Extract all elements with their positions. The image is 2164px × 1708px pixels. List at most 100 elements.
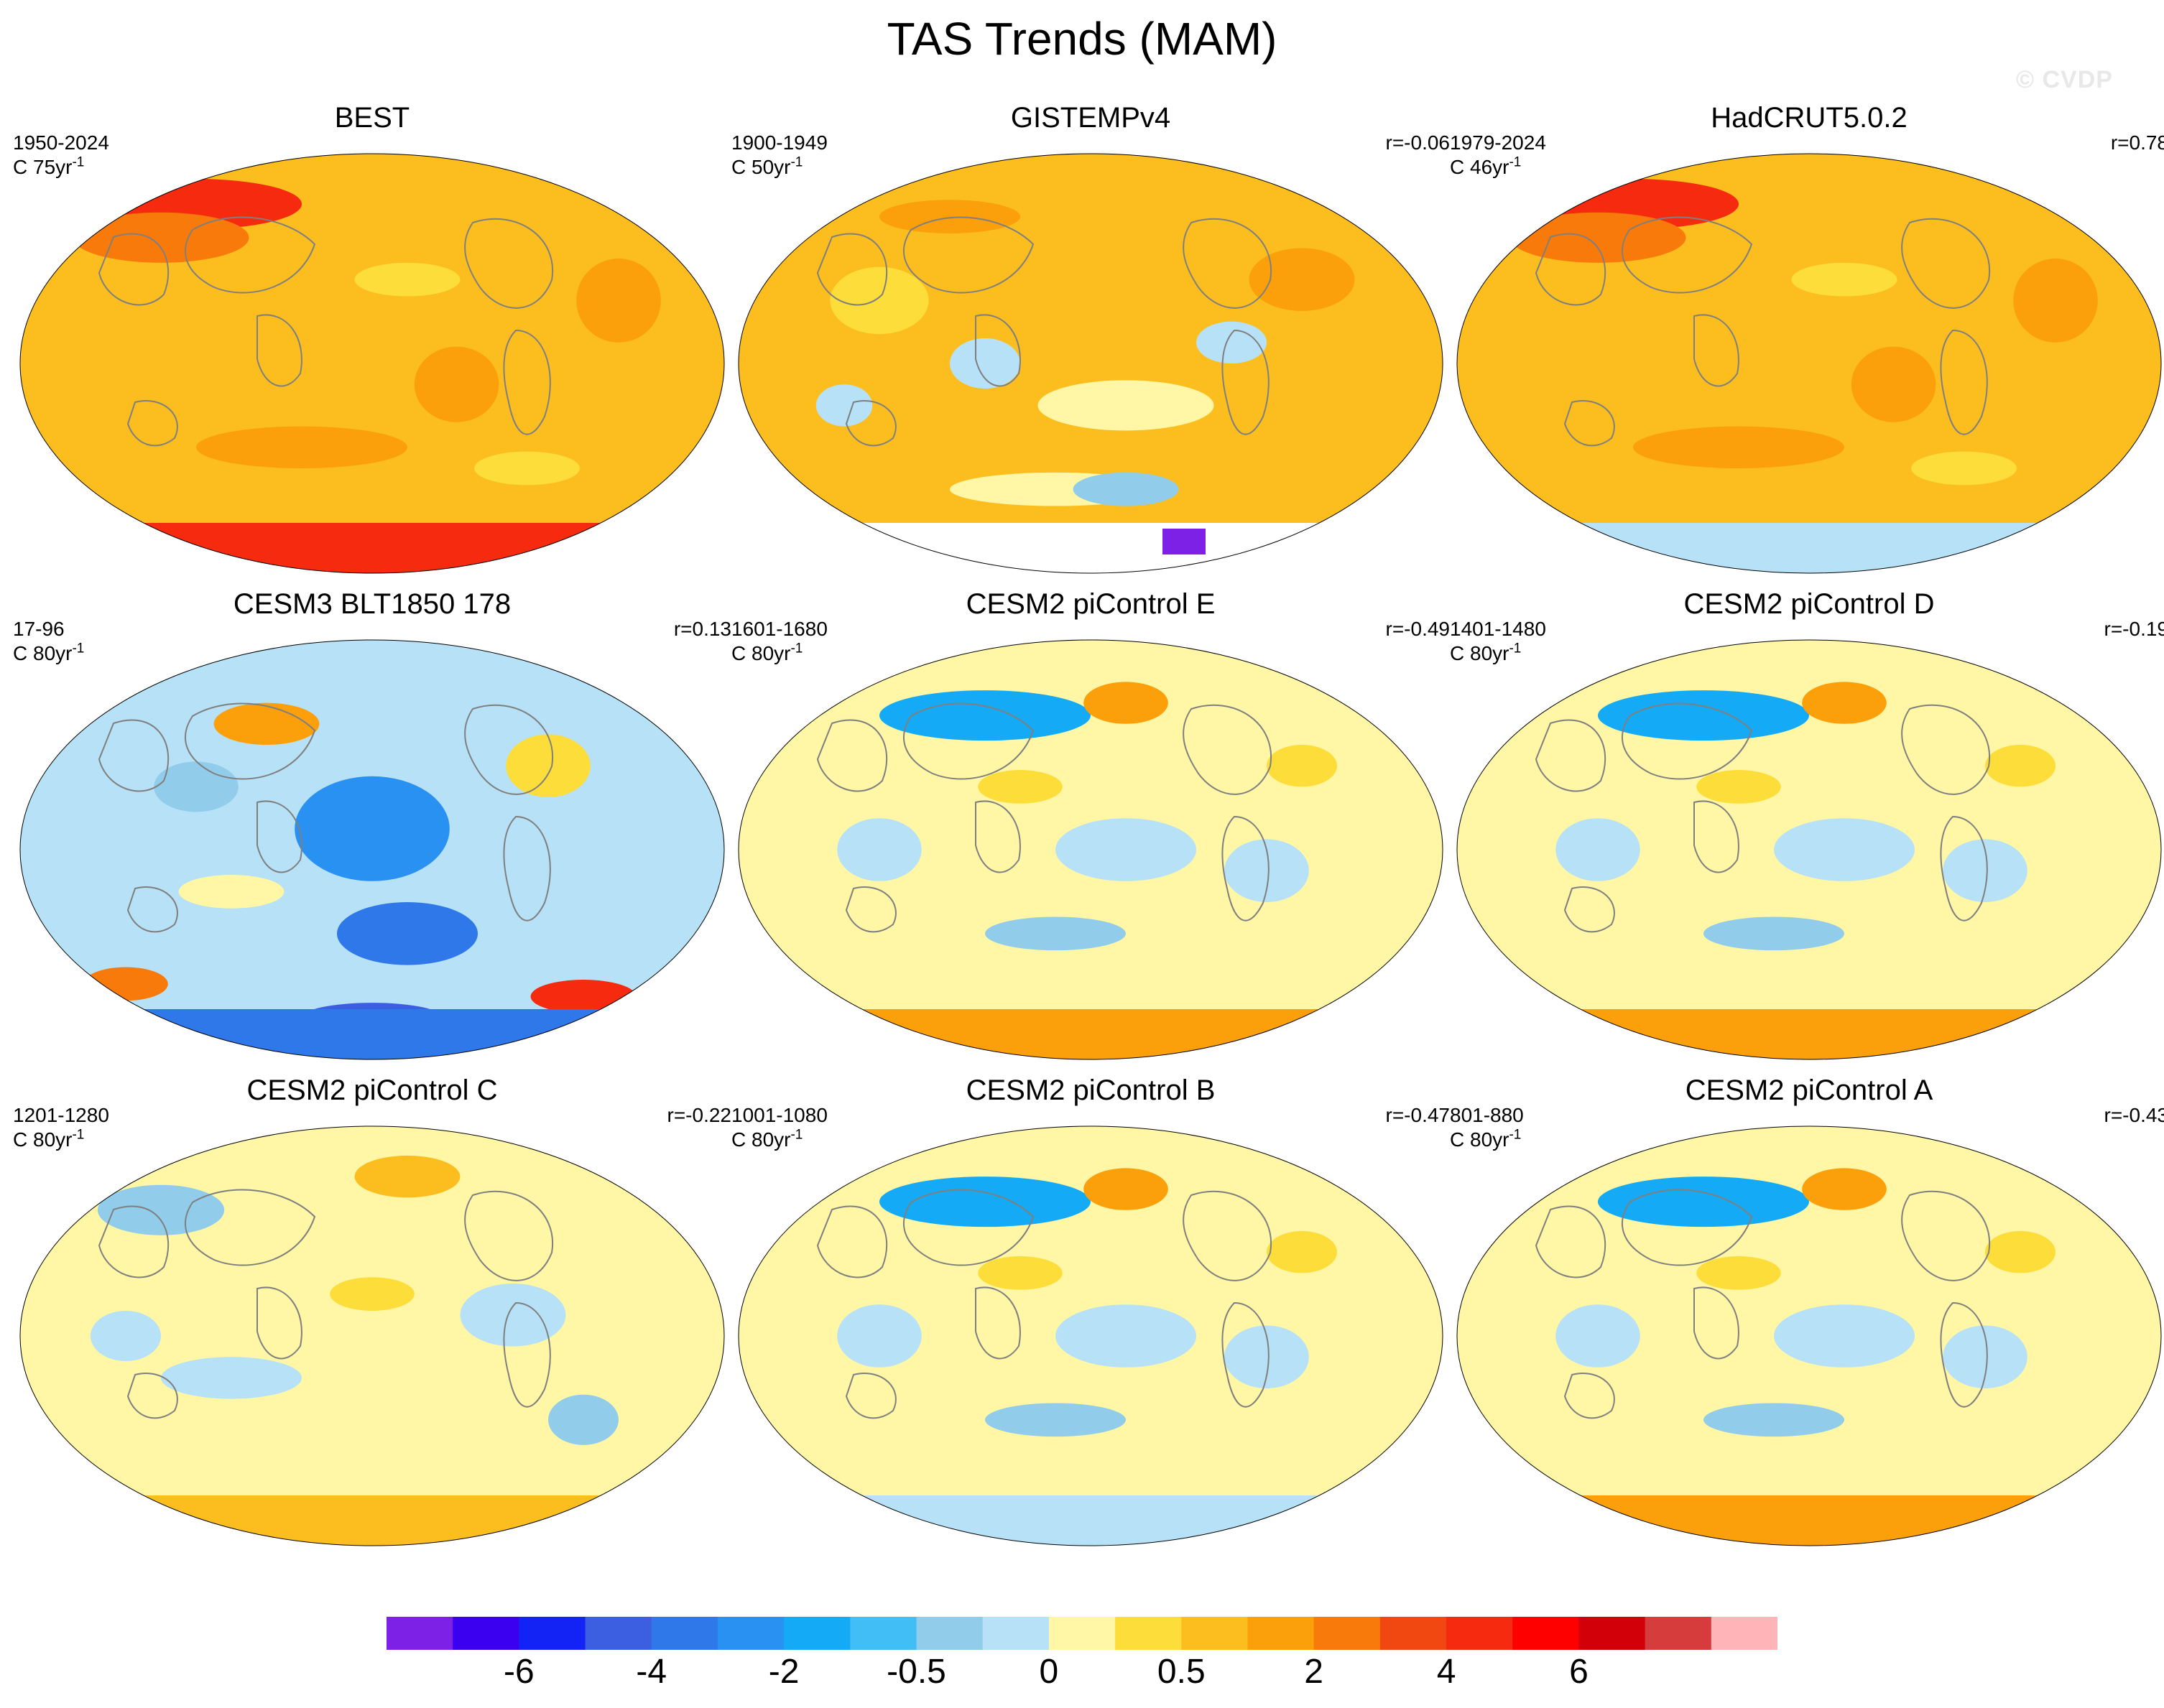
trend-anomaly-region <box>1083 1168 1168 1210</box>
panel-units-text: C 80yr <box>13 1128 73 1151</box>
panel-period-units: 1401-1480 C 80yr-1 <box>1450 617 1546 666</box>
trend-anomaly-region <box>815 384 873 427</box>
panel-units-exponent: -1 <box>790 154 803 170</box>
colorbar-tick-label: 2 <box>1304 1653 1323 1691</box>
coastline <box>464 704 554 795</box>
map-border <box>19 153 725 574</box>
coastline <box>845 1373 897 1419</box>
panel-title: CESM2 piControl C <box>246 1075 498 1106</box>
coastline <box>126 886 178 933</box>
panel-units: C 80yr-1 <box>731 1128 828 1152</box>
colorbar-tick-label: -6 <box>504 1653 535 1691</box>
trend-anomaly-region <box>1696 1256 1781 1290</box>
map-border <box>19 1125 725 1546</box>
trend-anomaly-region <box>837 818 922 881</box>
panel-units: C 80yr-1 <box>1450 641 1546 666</box>
panel-units-text: C 50yr <box>731 156 791 178</box>
trend-anomaly-region <box>950 338 1020 389</box>
trend-anomaly-region <box>1598 1176 1809 1227</box>
coastline <box>98 719 170 792</box>
coastline <box>1693 800 1739 873</box>
colorbar-swatch <box>651 1617 718 1650</box>
panel-correlation: r=0.13 <box>673 618 731 640</box>
map-panel: CESM2 piControl B 1001-1080 C 80yr-1 r=-0.4… <box>731 1073 1450 1547</box>
panel-correlation: r=-0.43 <box>2104 1104 2164 1126</box>
trend-anomaly-region <box>330 1277 415 1311</box>
coastline <box>1622 216 1753 294</box>
panel-correlation: r=-0.22 <box>667 1104 732 1126</box>
trend-anomaly-region <box>1037 380 1214 431</box>
colorbar-swatch <box>1115 1617 1182 1650</box>
panel-period-units: 17-96 C 80yr-1 <box>13 617 84 666</box>
coastline <box>1563 400 1615 447</box>
trend-anomaly-region <box>354 1155 461 1198</box>
trend-anomaly-region <box>267 311 478 374</box>
trend-anomaly-region <box>1073 472 1179 506</box>
map-border <box>1456 639 2162 1060</box>
panel-units: C 50yr-1 <box>731 155 828 180</box>
coastline <box>903 702 1035 780</box>
trend-anomaly-region <box>1083 682 1168 724</box>
colorbar-tick-label: 6 <box>1569 1653 1589 1691</box>
colorbar-swatch <box>717 1617 785 1650</box>
antarctic-region <box>20 1009 724 1059</box>
colorbar-swatch <box>1578 1617 1646 1650</box>
colorbar-tick-label: -0.5 <box>887 1653 946 1691</box>
map-panel: HadCRUT5.0.2 1979-2024 C 46yr-1 r=0.78 <box>1450 101 2164 575</box>
colorbar-swatch <box>1512 1617 1579 1650</box>
coastline <box>1221 815 1270 922</box>
trend-anomaly-region <box>1802 1168 1887 1210</box>
coastline <box>1901 1190 1991 1281</box>
panel-correlation: r=-0.47 <box>1385 1104 1451 1126</box>
trend-anomaly-region <box>1555 818 1640 881</box>
coastline <box>975 800 1021 873</box>
coastline <box>1901 218 1991 309</box>
map-border <box>738 153 1443 574</box>
coastline <box>1535 719 1606 792</box>
colorbar-swatch <box>1181 1617 1248 1650</box>
panel-units-exponent: -1 <box>1509 1127 1522 1143</box>
panel-units-text: C 80yr <box>1450 642 1509 664</box>
panel-title: BEST <box>334 102 410 134</box>
panel-units-text: C 80yr <box>1450 1128 1509 1151</box>
coastline <box>845 886 897 933</box>
trend-anomaly-region <box>196 426 407 468</box>
colorbar-swatch <box>1711 1617 1777 1650</box>
colorbar-swatch <box>1048 1617 1116 1650</box>
trend-anomaly-region <box>1703 916 1844 951</box>
panel-units-text: C 80yr <box>731 1128 791 1151</box>
world-map <box>19 153 725 574</box>
panel-correlation: r=0.78 <box>2110 131 2164 154</box>
trend-anomaly-region <box>1055 818 1196 881</box>
coastline <box>816 719 888 792</box>
panel-period-units: 1950-2024 C 75yr-1 <box>13 131 109 180</box>
panel-units-exponent: -1 <box>790 641 803 656</box>
trend-anomaly-region <box>414 346 499 422</box>
map-panel: CESM2 piControl A 801-880 C 80yr-1 r=-0.43 <box>1450 1073 2164 1547</box>
coastline <box>256 1286 302 1360</box>
trend-anomaly-region <box>474 451 581 486</box>
trend-anomaly-region <box>978 1256 1063 1290</box>
trend-anomaly-region <box>1196 321 1267 363</box>
panel-period-units: 1601-1680 C 80yr-1 <box>731 617 828 666</box>
trend-anomaly-region <box>1791 262 1897 297</box>
panel-units-text: C 80yr <box>731 642 791 664</box>
trend-anomaly-region <box>530 980 637 1013</box>
colorbar-tick-label: 0.5 <box>1157 1653 1206 1691</box>
panel-units-exponent: -1 <box>790 1127 803 1143</box>
colorbar-swatch <box>1446 1617 1513 1650</box>
coastline <box>1221 1301 1270 1408</box>
trend-anomaly-region <box>1509 212 1686 263</box>
trend-anomaly-region <box>548 1394 619 1445</box>
coastline <box>816 1205 888 1278</box>
trend-anomaly-region <box>295 776 450 881</box>
trend-anomaly-region <box>879 690 1091 741</box>
panel-units: C 46yr-1 <box>1450 155 1546 180</box>
coastline <box>98 1205 170 1278</box>
trend-anomaly-region <box>879 1176 1091 1227</box>
antarctic-region <box>739 1009 1443 1059</box>
panel-units-text: C 80yr <box>13 642 73 664</box>
trend-anomaly-region <box>354 262 461 297</box>
panel-period-units: 1001-1080 C 80yr-1 <box>731 1103 828 1152</box>
coastline <box>816 233 888 306</box>
